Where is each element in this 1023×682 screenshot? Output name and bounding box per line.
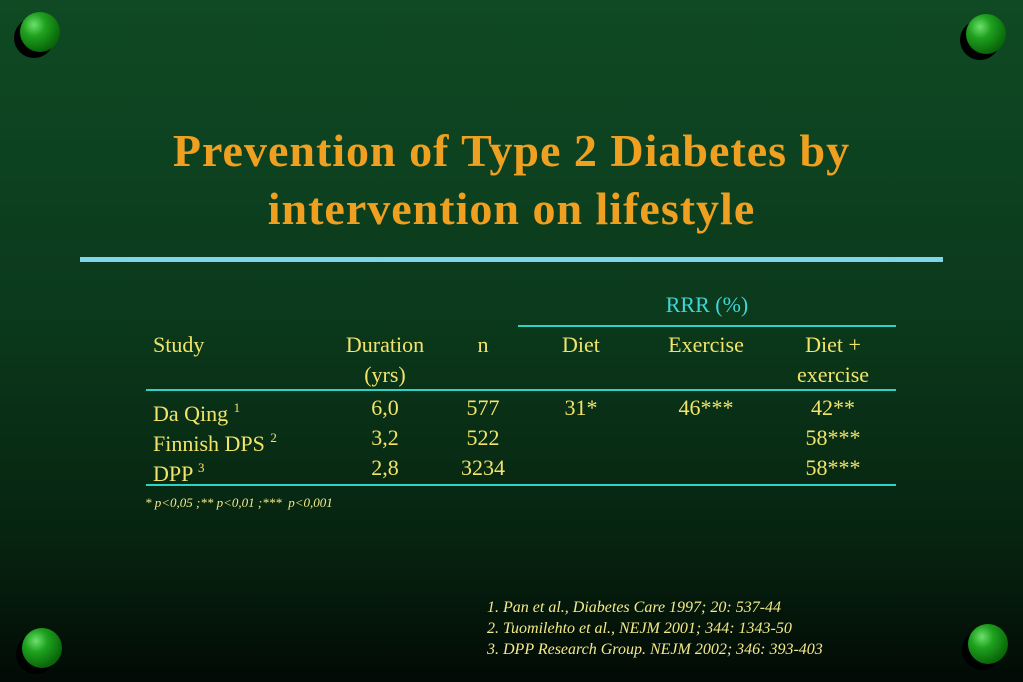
table-cell-diet-exercise: 42** (811, 395, 855, 420)
header-duration-line-2: (yrs) (364, 362, 406, 387)
study-name: Finnish DPS (153, 431, 265, 456)
corner-ornament-bottom-left (16, 628, 62, 674)
header-diet: Diet (562, 332, 600, 357)
slide-title-line-2: intervention on lifestyle (267, 183, 756, 234)
reference-item: 2. Tuomilehto et al., NEJM 2001; 344: 13… (487, 620, 792, 637)
table-cell-duration: 6,0 (371, 395, 399, 420)
table-cell-duration: 2,8 (371, 455, 399, 480)
table-row-study: DPP 3 (153, 453, 205, 489)
rrr-group-rule (518, 325, 896, 327)
reference-marker: 3 (198, 460, 205, 475)
header-duration-line-1: Duration (345, 332, 425, 357)
corner-ornament-top-left (14, 12, 60, 58)
table-bottom-rule (146, 484, 896, 486)
rrr-group-header: RRR (%) (665, 292, 749, 317)
slide-title-line-1: Prevention of Type 2 Diabetes by (172, 125, 851, 176)
significance-footnote: * p<0,05 ;** p<0,01 ;*** p<0,001 (145, 495, 333, 510)
header-n: n (477, 332, 489, 357)
reference-item: 1. Pan et al., Diabetes Care 1997; 20: 5… (487, 599, 782, 616)
references: 1. Pan et al., Diabetes Care 1997; 20: 5… (487, 597, 823, 660)
table-cell-diet-exercise: 58*** (805, 425, 861, 450)
table-row-study: Finnish DPS 2 (153, 423, 277, 459)
header-diet-exercise: Diet + exercise (770, 330, 896, 390)
study-name: Da Qing (153, 401, 229, 426)
title-underline (80, 257, 943, 262)
corner-ornament-bottom-right (962, 624, 1008, 670)
table-cell-n: 522 (466, 425, 500, 450)
table-cell-diet: 31* (564, 395, 598, 420)
header-exercise: Exercise (668, 332, 744, 357)
table-cell-duration: 3,2 (371, 425, 399, 450)
header-duration: Duration (yrs) (325, 330, 445, 390)
reference-marker: 2 (270, 430, 277, 445)
table-row-study: Da Qing 1 (153, 393, 240, 429)
table-cell-exercise: 46*** (678, 395, 734, 420)
header-diet-exercise-line-2: exercise (796, 362, 870, 387)
corner-ornament-top-right (960, 14, 1006, 60)
header-diet-exercise-line-1: Diet + (805, 332, 861, 357)
header-rule (146, 389, 896, 391)
header-study: Study (153, 332, 205, 357)
table-cell-n: 3234 (461, 455, 505, 480)
slide-title: Prevention of Type 2 Diabetes by interve… (40, 122, 983, 238)
table-cell-diet-exercise: 58*** (805, 455, 861, 480)
table-cell-n: 577 (466, 395, 500, 420)
reference-marker: 1 (233, 400, 241, 415)
reference-item: 3. DPP Research Group. NEJM 2002; 346: 3… (487, 641, 823, 658)
study-name: DPP (153, 461, 193, 486)
